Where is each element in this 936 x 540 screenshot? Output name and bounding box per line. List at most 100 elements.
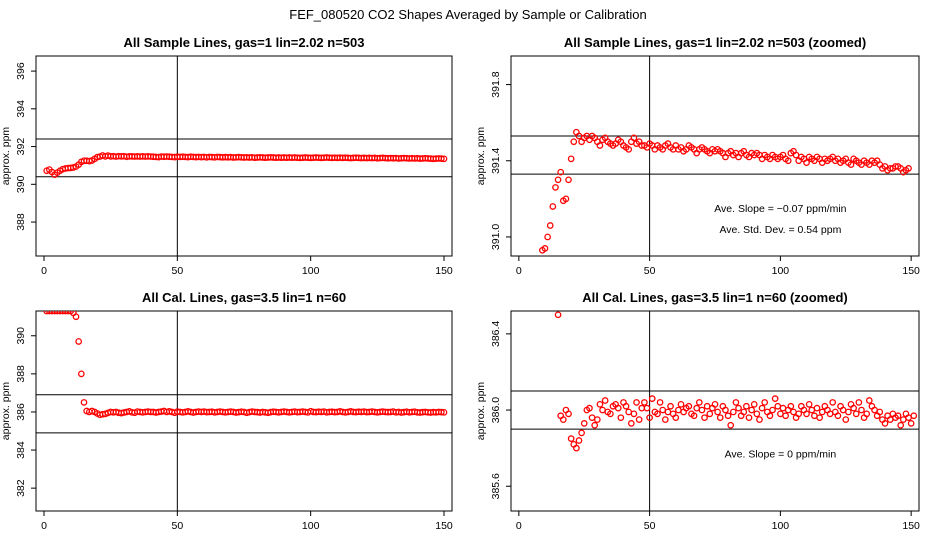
data-point [552,184,559,191]
data-point [586,404,593,412]
data-point [575,437,583,444]
data-point [753,410,761,418]
data-point [750,400,758,408]
data-point [80,399,88,406]
data-point [677,400,685,408]
y-axis-label: approx. ppm [475,382,487,441]
data-point [440,408,448,416]
data-point [593,416,601,423]
data-point [863,410,871,418]
data-point [852,410,860,418]
data-point [570,138,578,146]
data-point [580,420,588,427]
data-point [897,421,905,429]
plot-frame [35,310,453,512]
y-tick-label: 386.0 [490,397,502,423]
data-point [803,410,810,418]
y-tick-label: 391.0 [490,224,502,250]
annotation: Ave. Std. Dev. = 0.54 ppm [719,224,841,236]
data-point [690,412,698,420]
data-point [894,412,902,420]
data-point [549,203,557,210]
data-point [544,233,551,241]
plot-frame [510,310,920,512]
data-point [729,408,737,416]
x-tick-label: 0 [516,520,522,532]
x-tick-label: 50 [171,520,183,532]
data-points [43,311,448,419]
data-point [769,406,776,414]
y-tick-label: 388 [15,365,27,383]
data-point [72,313,80,321]
data-point [59,311,67,315]
data-point [627,420,635,427]
data-point [625,145,633,153]
x-tick-label: 0 [41,520,47,532]
data-point [672,414,680,422]
panel-sample-zoomed: All Sample Lines, gas=1 lin=2.02 n=503 (… [475,35,920,277]
data-point [727,421,735,429]
data-point [813,404,821,412]
x-tick-label: 150 [902,265,920,277]
data-point [578,429,585,437]
data-points [43,152,448,179]
data-point [865,397,873,404]
panel-cal: All Cal. Lines, gas=3.5 lin=1 n=60 0 50 100… [0,290,453,532]
panel-title: All Cal. Lines, gas=3.5 lin=1 n=60 (zoom… [582,290,848,305]
data-point [75,338,83,345]
data-point [646,414,653,422]
data-point [437,408,445,416]
data-point [641,399,648,406]
data-point [596,400,604,408]
data-point [816,414,823,422]
panel-cal-zoomed: All Cal. Lines, gas=3.5 lin=1 n=60 (zoom… [475,290,920,532]
data-point [667,402,674,410]
y-tick-label: 392 [15,138,27,156]
data-point [740,408,748,416]
data-point [842,416,850,423]
data-point [766,412,774,420]
data-point [643,404,651,412]
x-tick-label: 0 [41,265,47,277]
data-point [635,416,643,423]
y-tick-label: 390 [15,175,27,193]
x-tick-label: 100 [772,520,790,532]
data-point [48,311,56,315]
y-tick-label: 382 [15,479,27,497]
data-point [784,157,792,165]
panel-title: All Sample Lines, gas=1 lin=2.02 n=503 (… [564,35,866,50]
data-point [562,195,570,203]
data-point [834,412,842,420]
data-point [554,311,562,319]
x-tick-label: 150 [435,520,453,532]
data-point [607,410,614,418]
data-point [698,406,706,414]
data-point [43,311,51,315]
data-point [787,402,795,410]
data-point [756,416,763,423]
data-point [881,420,889,427]
data-point [910,412,918,420]
data-point [45,311,53,315]
data-point [633,399,640,406]
y-tick-label: 390 [15,327,27,345]
y-tick-label: 386.4 [490,321,502,347]
data-point [761,399,769,406]
data-point [695,399,703,406]
x-tick-label: 150 [902,520,920,532]
data-point [714,408,721,416]
data-point [706,410,714,418]
data-point [61,311,69,315]
data-point [630,410,638,418]
data-point [661,416,669,423]
data-point [745,414,753,422]
data-point [64,311,72,315]
data-point [591,421,599,429]
data-point [541,245,549,252]
data-point [803,159,810,167]
annotation: Ave. Slope = 0 ppm/min [725,449,837,461]
y-tick-label: 391.4 [490,147,502,173]
y-tick-label: 388 [15,213,27,231]
data-point [845,408,852,416]
